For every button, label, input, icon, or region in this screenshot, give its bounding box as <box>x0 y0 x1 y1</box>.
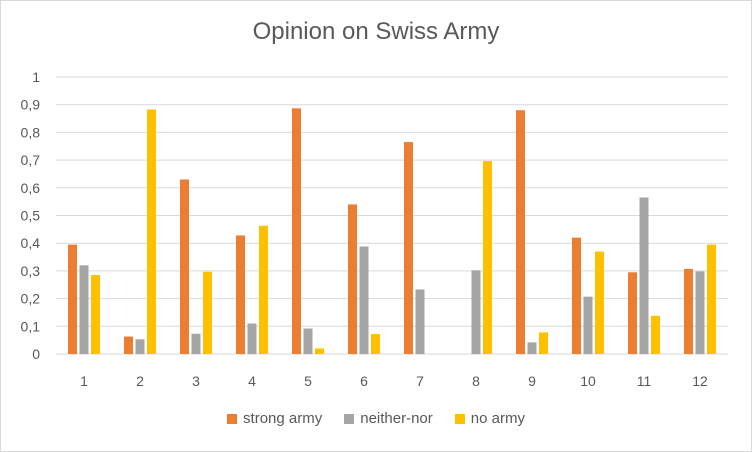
bar-neither-nor-3 <box>191 333 201 354</box>
bar-no-army-4 <box>259 225 268 354</box>
y-tick-label: 0,2 <box>21 291 41 307</box>
bar-no-army-5 <box>315 348 324 354</box>
x-tick-label: 11 <box>637 373 652 389</box>
y-tick-label: 1 <box>32 69 40 85</box>
y-tick-label: 0,9 <box>21 97 41 113</box>
y-tick-label: 0,4 <box>21 235 41 251</box>
legend-swatch <box>227 413 238 424</box>
bar-neither-nor-1 <box>79 265 89 354</box>
y-tick-label: 0,6 <box>21 180 41 196</box>
bar-no-army-10 <box>595 251 604 354</box>
bar-no-army-3 <box>203 271 212 354</box>
bar-neither-nor-10 <box>583 296 593 354</box>
bar-neither-nor-11 <box>639 197 649 354</box>
legend-item: no army <box>454 410 525 427</box>
legend-label: neither-nor <box>360 410 433 427</box>
y-tick-label: 0,1 <box>21 318 41 334</box>
x-tick-label: 7 <box>416 373 424 389</box>
bar-no-army-9 <box>539 332 548 354</box>
bar-neither-nor-12 <box>695 271 705 354</box>
y-tick-label: 0,5 <box>21 208 41 224</box>
chart-title: Opinion on Swiss Army <box>252 18 500 45</box>
y-tick-label: 0,3 <box>21 263 41 279</box>
x-tick-label: 8 <box>472 373 480 389</box>
bar-no-army-12 <box>707 244 716 354</box>
x-tick-label: 1 <box>80 373 88 389</box>
x-tick-label: 4 <box>248 373 256 389</box>
legend-label: strong army <box>243 410 323 427</box>
bar-strong-army-4 <box>236 235 245 354</box>
x-tick-label: 6 <box>360 373 368 389</box>
bar-neither-nor-8 <box>471 270 481 354</box>
bar-strong-army-9 <box>516 110 525 355</box>
bar-neither-nor-6 <box>359 246 369 354</box>
legend-item: neither-nor <box>344 410 433 427</box>
bar-neither-nor-2 <box>135 339 145 354</box>
bar-strong-army-7 <box>404 142 413 354</box>
x-tick-label: 12 <box>692 373 708 389</box>
legend: strong army neither-nor no army <box>0 410 752 427</box>
bar-strong-army-3 <box>180 179 189 354</box>
legend-label: no army <box>470 410 525 427</box>
bar-strong-army-5 <box>292 108 301 355</box>
bar-no-army-2 <box>147 109 156 354</box>
x-tick-label: 10 <box>580 373 596 389</box>
bar-no-army-8 <box>483 160 492 354</box>
bar-no-army-11 <box>651 315 660 354</box>
bar-strong-army-2 <box>124 336 133 354</box>
bar-no-army-6 <box>371 334 380 354</box>
legend-swatch <box>454 413 465 424</box>
bar-strong-army-11 <box>628 272 637 354</box>
bar-neither-nor-9 <box>527 342 537 354</box>
bar-strong-army-10 <box>572 237 581 354</box>
bar-neither-nor-5 <box>303 328 313 354</box>
y-tick-label: 0 <box>32 346 40 362</box>
bar-strong-army-6 <box>348 204 357 354</box>
bar-neither-nor-4 <box>247 323 257 354</box>
y-tick-label: 0,8 <box>21 124 41 140</box>
bar-strong-army-12 <box>684 268 693 354</box>
legend-swatch <box>344 413 355 424</box>
bar-no-army-1 <box>91 275 100 354</box>
bar-neither-nor-7 <box>415 289 425 354</box>
x-tick-label: 2 <box>136 373 144 389</box>
bar-strong-army-1 <box>68 244 77 354</box>
x-tick-label: 9 <box>528 373 536 389</box>
legend-item: strong army <box>227 410 322 427</box>
y-tick-label: 0,7 <box>21 152 41 168</box>
x-tick-label: 5 <box>304 373 312 389</box>
x-tick-label: 3 <box>192 373 200 389</box>
